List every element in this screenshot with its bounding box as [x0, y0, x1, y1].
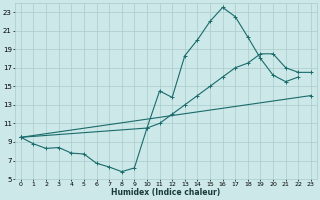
X-axis label: Humidex (Indice chaleur): Humidex (Indice chaleur) — [111, 188, 220, 197]
